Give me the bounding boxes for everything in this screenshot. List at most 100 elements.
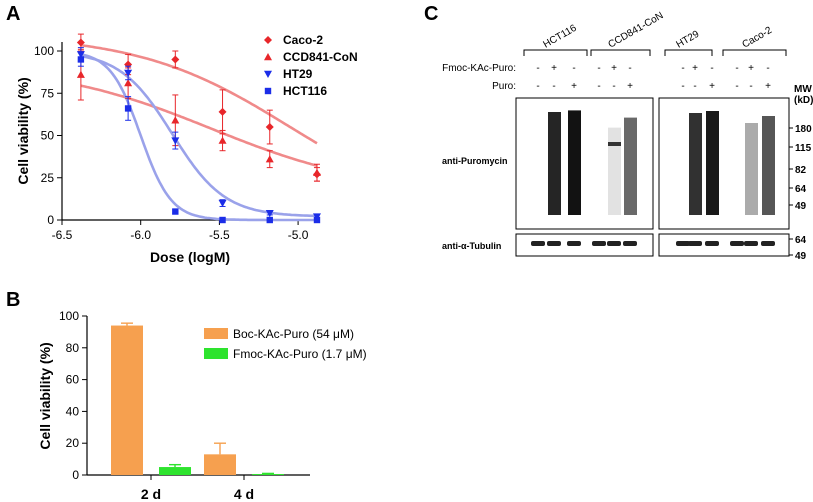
chart-a-legend-marker (264, 36, 272, 44)
chart-b-y-tick-label: 100 (59, 309, 79, 323)
blot-tubulin-label: anti-α-Tubulin (442, 241, 501, 251)
chart-a-point (124, 105, 132, 112)
blot-group-bracket (664, 49, 713, 56)
blot-tubulin-band (547, 241, 561, 246)
chart-a-point (218, 199, 227, 208)
blot-tubulin-band (676, 241, 690, 246)
panel-b-label: B (6, 289, 20, 311)
chart-b-legend-label: Boc-KAc-Puro (54 μM) (233, 327, 354, 341)
chart-a-y-tick-label: 0 (47, 213, 54, 227)
chart-a-legend-label: HCT116 (283, 84, 327, 98)
blot-mw-label: 64 (795, 235, 807, 246)
blot-lane-smear (762, 116, 775, 215)
chart-b-bar (204, 454, 236, 475)
blot-group-label: CCD841-CoN (607, 10, 666, 50)
blot-main-left-border (515, 97, 654, 230)
chart-a-legend-label: HT29 (283, 67, 313, 81)
blot-group-bracket (722, 49, 787, 56)
chart-b-x-tick-label: 2 d (141, 486, 161, 502)
chart-a-y-label: Cell viability (%) (15, 77, 31, 184)
chart-a-y-tick-label: 50 (41, 129, 55, 143)
chart-a-x-tick-label: -6.0 (130, 228, 151, 242)
blot-mw-label: 180 (795, 124, 812, 135)
chart-a-legend-marker (264, 87, 272, 95)
blot-row-value: - (536, 63, 539, 74)
chart-a: 0 25 50 75 100 -6.5 -6.0 -5.5 -5.0 Cell viabili… (15, 33, 358, 265)
chart-a-x-label: Dose (logM) (150, 249, 230, 265)
blot-row-value: - (572, 63, 575, 74)
chart-a-point (172, 208, 179, 215)
blot-row-value: + (709, 81, 715, 92)
blot-row-value: - (693, 81, 696, 92)
blot-row-label: Fmoc-KAc-Puro: (442, 63, 516, 74)
chart-a-point (218, 107, 227, 116)
blot-row-value: - (735, 63, 738, 74)
blot-group-label: Caco-2 (741, 25, 775, 51)
chart-a-point (265, 123, 274, 132)
chart-a-x-tick-label: -5.0 (288, 228, 309, 242)
blot-row-value: - (766, 63, 769, 74)
chart-b-y-tick-label: 0 (72, 468, 79, 482)
chart-a-point (171, 55, 180, 64)
blot-row-value: + (765, 81, 771, 92)
blot-row-value: - (597, 63, 600, 74)
blot-row-value: - (612, 81, 615, 92)
blot-mw-label: 64 (795, 184, 807, 195)
blot-row-value: - (681, 63, 684, 74)
blot-mw-header: (kD) (794, 95, 813, 106)
blot-mw-label: 49 (795, 251, 807, 262)
blot-group-bracket (523, 49, 588, 56)
western-blot: HCT116 CCD841-CoN HT29 Caco-2 Fmoc-KAc-Puro… (442, 10, 813, 262)
blot-tubulin-right-frame (658, 233, 790, 257)
chart-a-fit-curve (80, 54, 318, 218)
blot-lane-smear (745, 123, 758, 215)
chart-b-y-tick-label: 40 (66, 404, 80, 418)
blot-row-value: - (749, 81, 752, 92)
blot-tubulin-left-frame (515, 233, 654, 257)
blot-row-value: - (628, 63, 631, 74)
blot-main-right-border (658, 97, 790, 230)
blot-tubulin-band (761, 241, 775, 246)
chart-b-legend-label: Fmoc-KAc-Puro (1.7 μM) (233, 347, 367, 361)
blot-tubulin-band (705, 241, 719, 246)
blot-tubulin-band (623, 241, 637, 246)
blot-row-value: + (611, 63, 617, 74)
chart-a-point (76, 70, 85, 78)
chart-b-bar (252, 474, 284, 475)
chart-a-fit-curve (80, 43, 318, 145)
blot-tubulin-band (592, 241, 606, 246)
chart-a-point (312, 168, 321, 176)
blot-tubulin-band (688, 241, 702, 246)
chart-b-legend-swatch (204, 348, 228, 359)
chart-b-y-label: Cell viability (%) (37, 342, 53, 449)
chart-a-fit-curve (80, 52, 317, 222)
blot-group-label: HT29 (675, 29, 702, 51)
blot-mw-label: 115 (795, 143, 812, 154)
chart-a-point (124, 69, 133, 77)
blot-row-value: + (692, 63, 698, 74)
blot-group-label: HCT116 (542, 23, 579, 51)
chart-a-point (219, 216, 226, 224)
chart-a-legend-marker (264, 70, 272, 78)
blot-tubulin-band (744, 241, 758, 246)
chart-a-point (265, 210, 274, 218)
chart-a-y-tick-label: 100 (34, 44, 54, 58)
chart-a-point (124, 79, 133, 87)
blot-lane-smear (548, 112, 561, 215)
blot-mw-label: 82 (795, 165, 807, 176)
blot-row-value: - (681, 81, 684, 92)
blot-row-value: - (735, 81, 738, 92)
blot-lane-smear (689, 113, 702, 215)
blot-row-value: - (536, 81, 539, 92)
chart-b: 0 20 40 60 80 100 2 d 4 d Cell viability (%) B… (37, 309, 367, 502)
blot-row-value: - (710, 63, 713, 74)
chart-b-bar (111, 325, 143, 475)
blot-row-value: + (551, 63, 557, 74)
chart-a-fit-curve (80, 84, 318, 167)
chart-a-point (266, 216, 273, 224)
blot-row-value: + (627, 81, 633, 92)
chart-a-point (313, 216, 321, 224)
blot-lane-smear (608, 127, 621, 215)
blot-row-value: + (748, 63, 754, 74)
